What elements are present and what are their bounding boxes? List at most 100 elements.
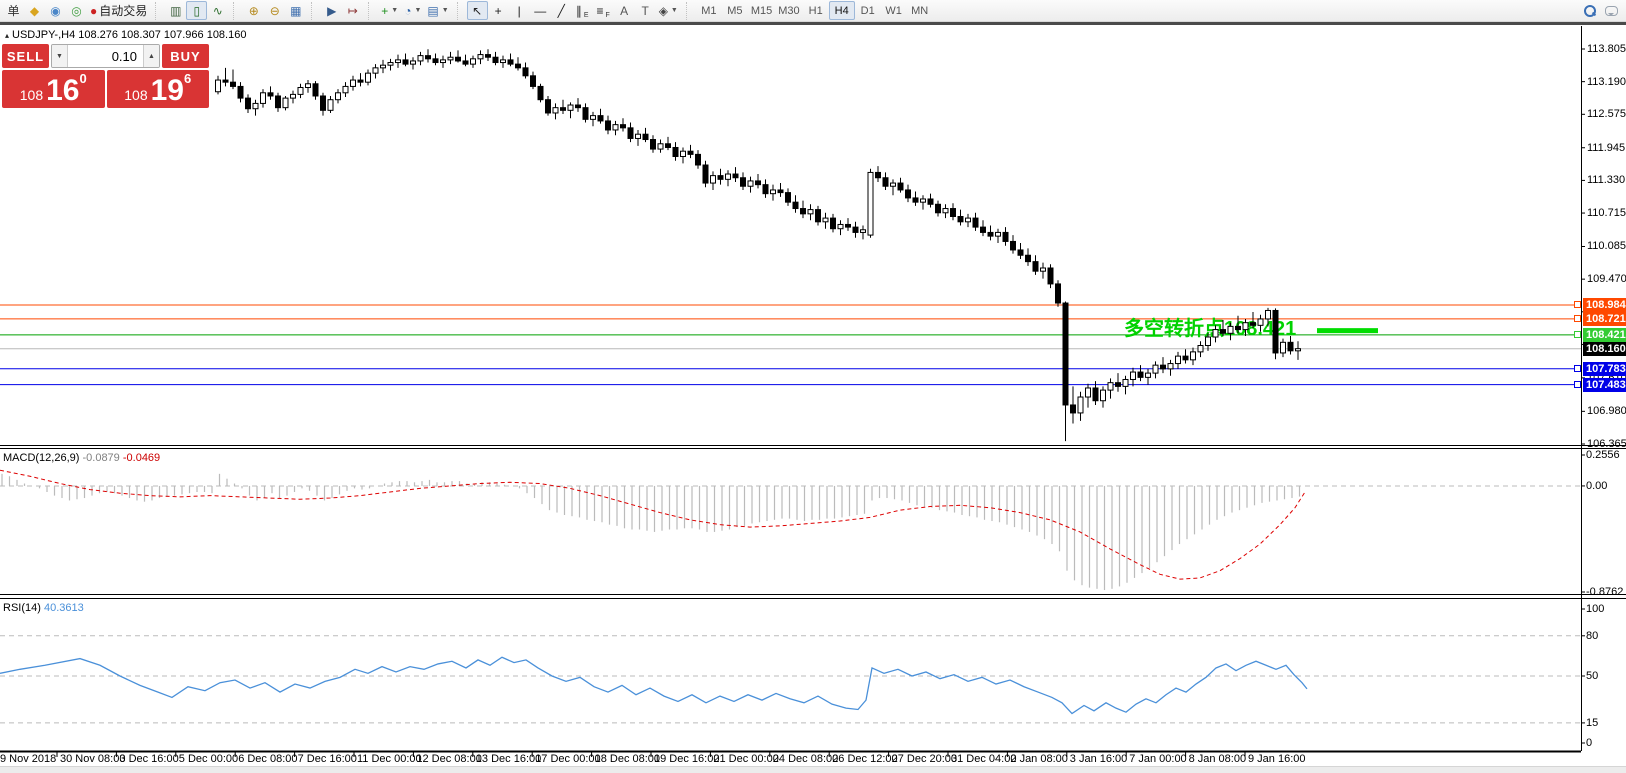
chat-icon[interactable] bbox=[1605, 5, 1618, 16]
zoom-in-icon[interactable]: ⊕ bbox=[243, 1, 264, 20]
new-chart-button-dropdown-arrow[interactable]: ▼ bbox=[391, 7, 399, 14]
candle-body bbox=[762, 184, 769, 195]
candle-body bbox=[500, 59, 506, 64]
candle-body bbox=[365, 72, 371, 83]
bottom-scrollbar-strip[interactable] bbox=[0, 766, 1626, 773]
sell-price-sup: 0 bbox=[79, 71, 87, 86]
candle-body bbox=[1047, 267, 1054, 285]
candle-body bbox=[380, 64, 386, 69]
candle-body bbox=[1100, 389, 1106, 402]
buy-price-big: 19 bbox=[150, 74, 184, 107]
candle-body bbox=[680, 150, 686, 158]
history-center-icon[interactable]: ◉ bbox=[45, 1, 66, 20]
new-order-button[interactable]: 单 bbox=[3, 1, 24, 20]
zoom-out-icon[interactable]: ⊖ bbox=[264, 1, 285, 20]
profiles-button-dropdown-arrow[interactable]: ▼ bbox=[414, 7, 422, 14]
volume-decrease-button[interactable]: ▼ bbox=[52, 45, 68, 67]
candle-body bbox=[575, 104, 581, 109]
candle-body bbox=[830, 217, 836, 230]
crosshair-tool[interactable]: + bbox=[488, 1, 509, 20]
candle-body bbox=[260, 92, 266, 104]
candle-body bbox=[792, 201, 799, 210]
candle-body bbox=[230, 81, 236, 87]
line-chart-icon-glyph: ∿ bbox=[212, 3, 223, 18]
chart-window-icon: ▴ bbox=[5, 31, 10, 40]
channel-tool[interactable]: ∥ E bbox=[572, 1, 593, 20]
timeframe-m30-button[interactable]: M30 bbox=[778, 4, 800, 17]
arrows-tool-dropdown-arrow[interactable]: ▼ bbox=[670, 7, 678, 14]
tile-windows-icon[interactable]: ▦ bbox=[285, 1, 306, 20]
sell-button[interactable]: SELL bbox=[2, 44, 49, 68]
volume-increase-button[interactable]: ▲ bbox=[143, 45, 159, 67]
sell-price-display[interactable]: 108 16 0 bbox=[2, 70, 105, 108]
profiles-button[interactable]: ◔ ▼ bbox=[401, 1, 424, 20]
timeframe-m1-button[interactable]: M1 bbox=[701, 4, 717, 17]
candle-body bbox=[1250, 322, 1256, 326]
candle-body bbox=[215, 79, 221, 93]
candle-body bbox=[740, 177, 746, 187]
templates-button-dropdown-arrow[interactable]: ▼ bbox=[441, 7, 449, 14]
candle-body bbox=[350, 79, 356, 87]
candle-body bbox=[897, 182, 904, 191]
candle-body bbox=[342, 85, 349, 94]
buy-price-sup: 6 bbox=[184, 71, 192, 86]
new-chart-button[interactable]: + ▼ bbox=[378, 1, 401, 20]
candle-body bbox=[785, 192, 791, 203]
candle-body bbox=[1107, 382, 1114, 391]
bar-chart-icon[interactable]: ▥ bbox=[165, 1, 186, 20]
auto-scroll-icon[interactable]: ▶ bbox=[321, 1, 342, 20]
candle-body bbox=[905, 189, 911, 199]
arrows-tool[interactable]: ◈ ▼ bbox=[656, 1, 681, 20]
timeframe-d1-button[interactable]: D1 bbox=[860, 4, 875, 17]
text-tool[interactable]: A bbox=[614, 1, 635, 20]
candle-body bbox=[1152, 364, 1159, 374]
timeframe-h1-button[interactable]: H1 bbox=[808, 4, 823, 17]
timeframe-m15-button[interactable]: M15 bbox=[750, 4, 773, 17]
main-toolbar: 单 ◆ ◉ ◎ ● 自动交易 ▥ ▯ ∿ ⊕ ⊖ ▦ ▶ ↦ + ▼ ◔ ▼ ▤ ▼ ↖ + | — ╱ ∥ E ≡ F A T ◈ ▼ M1 M5… bbox=[0, 0, 1626, 22]
chart-shift-icon[interactable]: ↦ bbox=[342, 1, 363, 20]
candle-body bbox=[995, 231, 1001, 237]
vertical-line-tool[interactable]: | bbox=[509, 1, 530, 20]
candlestick-chart-icon[interactable]: ▯ bbox=[186, 1, 208, 20]
candle-body bbox=[282, 97, 289, 109]
candle-body bbox=[950, 208, 956, 217]
line-chart-icon[interactable]: ∿ bbox=[207, 1, 228, 20]
sell-price-prefix: 108 bbox=[19, 87, 44, 103]
metaeditor-icon[interactable]: ◆ bbox=[24, 1, 45, 20]
candle-body bbox=[1265, 309, 1271, 320]
volume-input[interactable]: 0.10 bbox=[111, 48, 137, 64]
autotrade-button[interactable]: ● 自动交易 bbox=[87, 1, 150, 20]
candle-body bbox=[890, 182, 896, 187]
signal-icon[interactable]: ◎ bbox=[66, 1, 87, 20]
time-axis-line bbox=[0, 750, 1581, 753]
timeframe-m5-button[interactable]: M5 bbox=[727, 4, 743, 17]
timeframe-w1-button[interactable]: W1 bbox=[885, 4, 902, 17]
candle-body bbox=[972, 217, 979, 228]
candle-body bbox=[612, 124, 619, 131]
templates-button[interactable]: ▤ ▼ bbox=[424, 1, 451, 20]
search-icon[interactable] bbox=[1584, 5, 1596, 17]
candle-body bbox=[605, 120, 611, 131]
toolbar-separator bbox=[685, 1, 691, 20]
candle-body bbox=[552, 107, 559, 114]
label-tool[interactable]: T bbox=[635, 1, 656, 20]
timeframe-mn-button[interactable]: MN bbox=[911, 4, 929, 17]
candle-body bbox=[432, 58, 439, 64]
timeframe-h4-button[interactable]: H4 bbox=[828, 1, 855, 20]
green-pivot-bar[interactable] bbox=[1317, 328, 1378, 334]
candle-body bbox=[867, 171, 874, 236]
trendline-tool[interactable]: ╱ bbox=[551, 1, 572, 20]
buy-price-display[interactable]: 108 19 6 bbox=[106, 70, 209, 108]
candle-body bbox=[417, 55, 424, 62]
buy-button[interactable]: BUY bbox=[162, 44, 209, 68]
candle-body bbox=[387, 62, 394, 66]
candle-body bbox=[252, 102, 259, 110]
toolbar-group: + ▼ ◔ ▼ ▤ ▼ bbox=[375, 0, 454, 22]
candle-body bbox=[860, 229, 866, 233]
fibonacci-tool[interactable]: ≡ F bbox=[593, 1, 614, 20]
cursor-tool[interactable]: ↖ bbox=[466, 1, 488, 20]
candle-body bbox=[687, 150, 694, 155]
horizontal-line-tool[interactable]: — bbox=[530, 1, 551, 20]
